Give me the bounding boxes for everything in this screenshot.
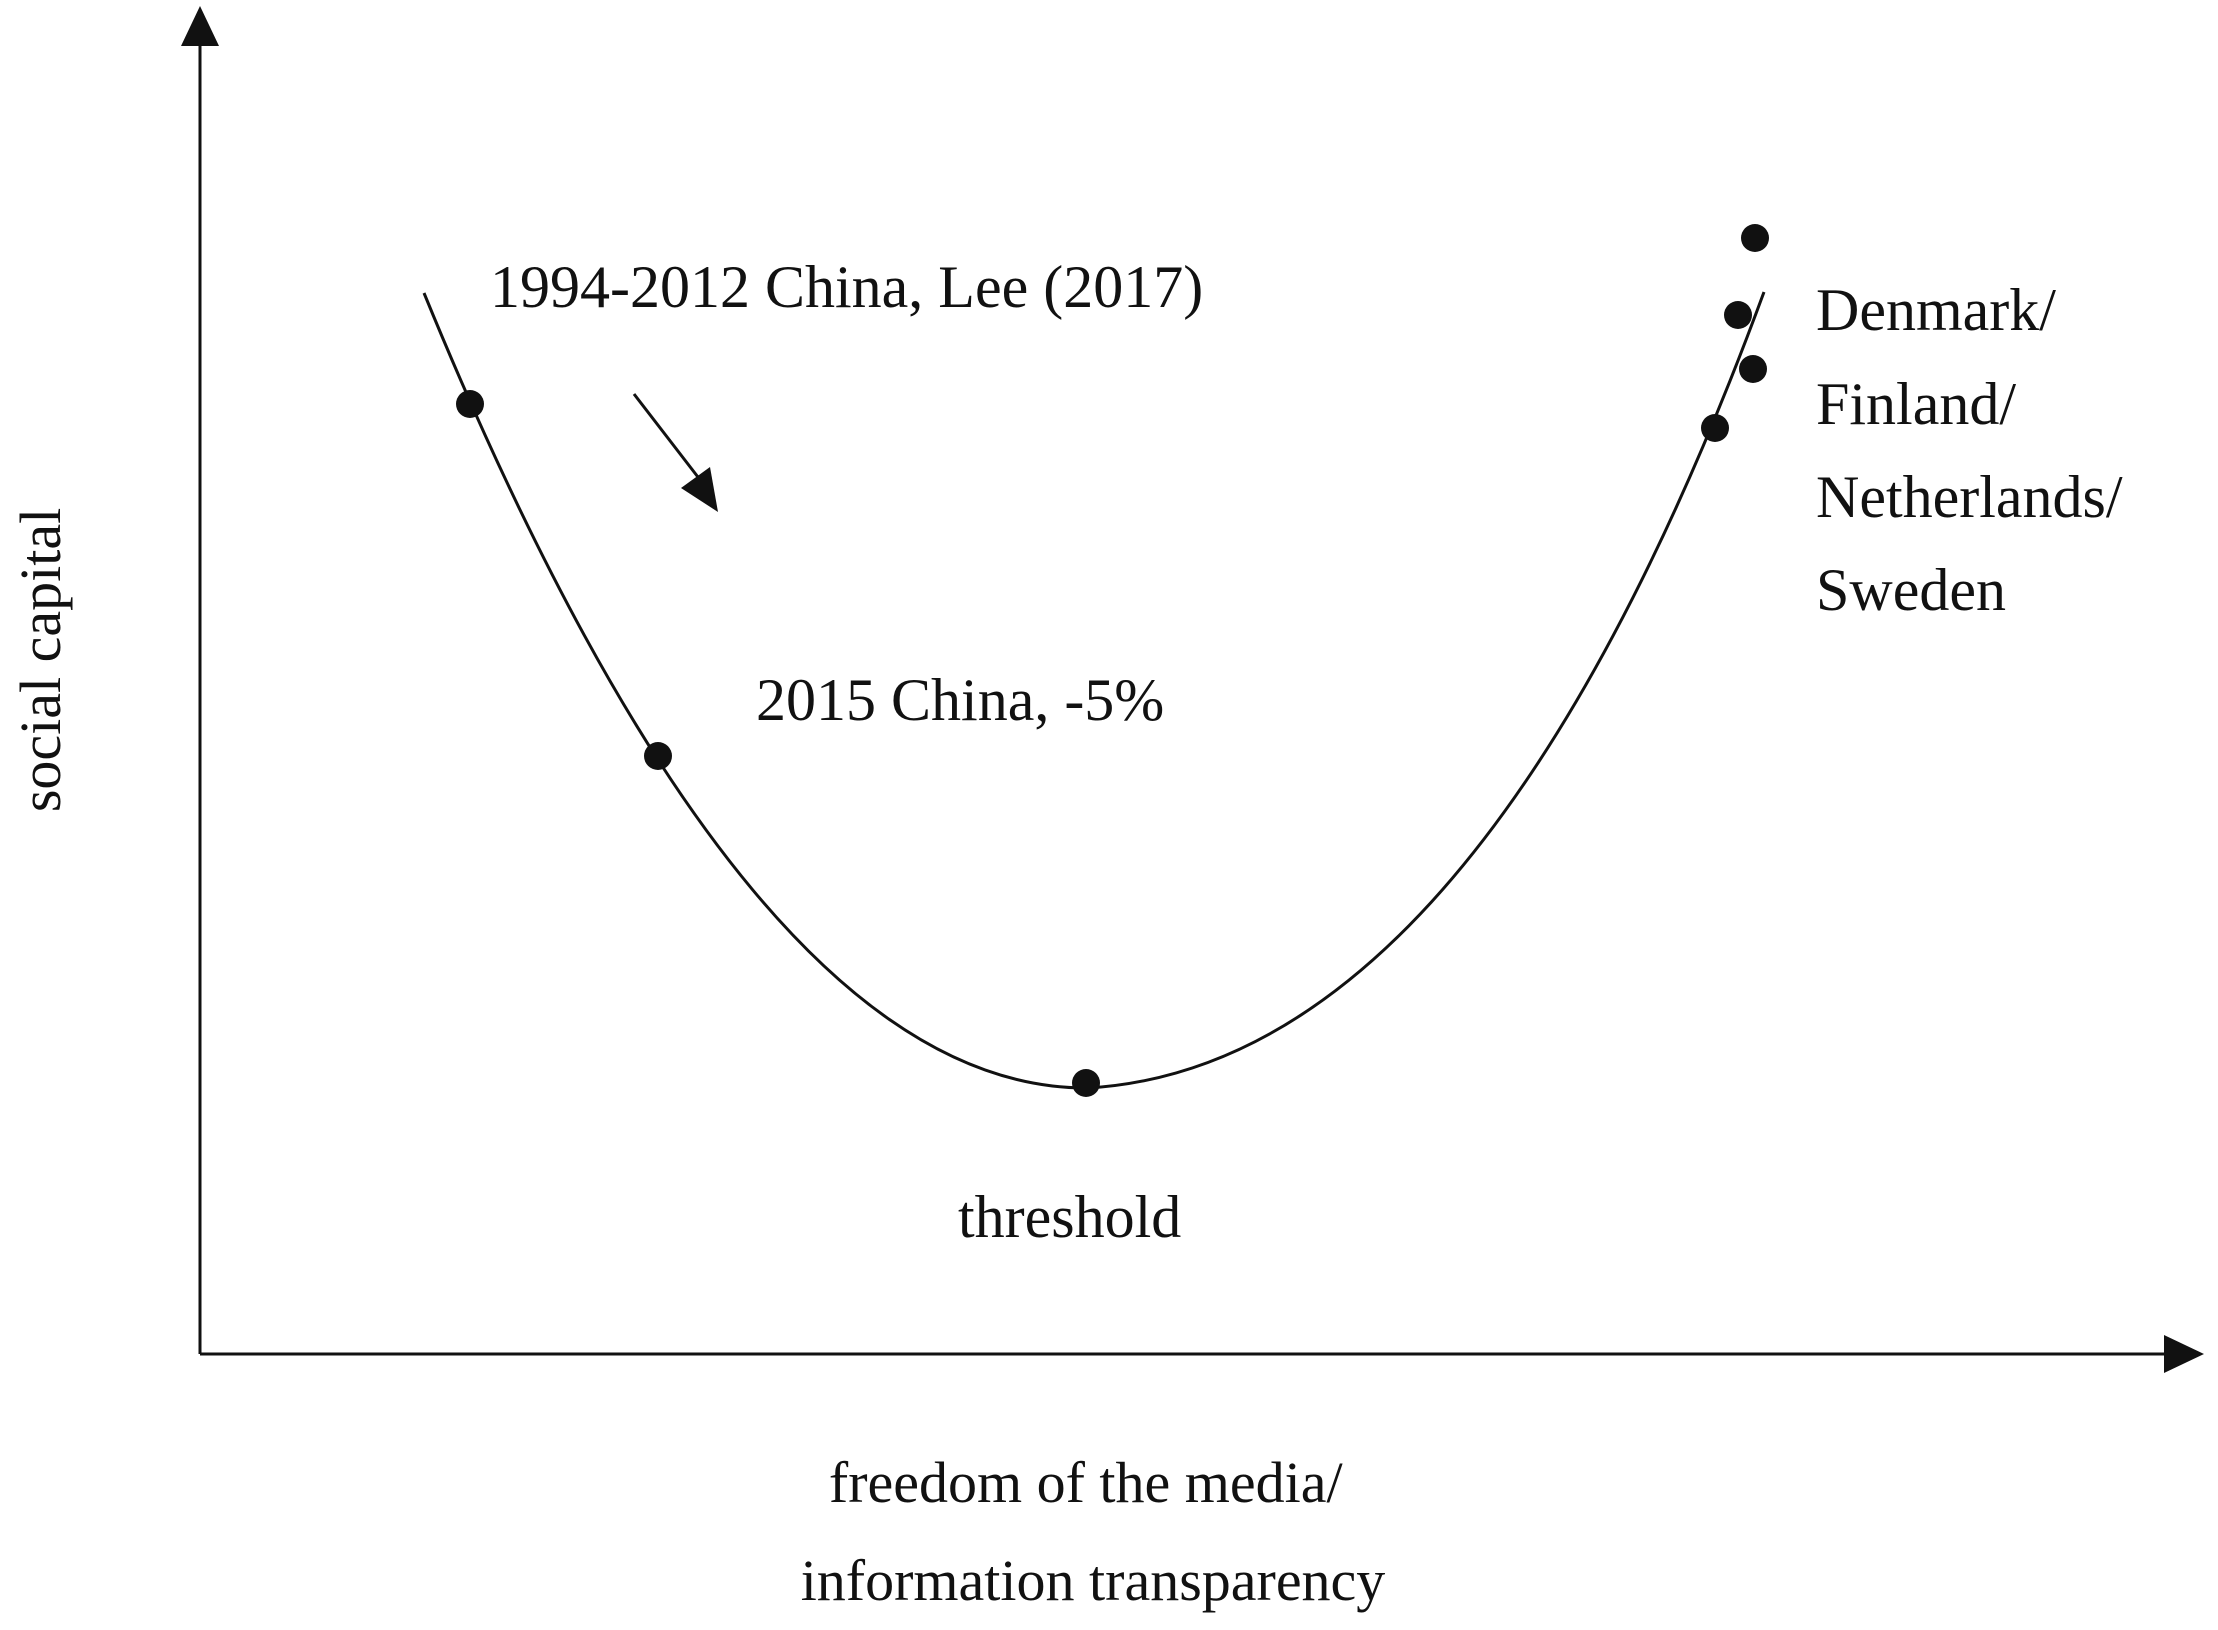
point-china-2015	[644, 742, 672, 770]
annotation-nordic-countries: Denmark/ Finland/ Netherlands/ Sweden	[1816, 277, 2138, 623]
point-nordic-3	[1739, 355, 1767, 383]
annotation-china-1994-2012: 1994-2012 China, Lee (2017)	[490, 254, 1203, 320]
point-nordic-4	[1701, 414, 1729, 442]
y-axis-arrowhead	[181, 6, 219, 46]
nordic-line-4: Sweden	[1816, 557, 2006, 623]
x-axis-label: freedom of the media/ information transp…	[801, 1450, 1386, 1613]
point-china-1994-2012	[456, 390, 484, 418]
x-axis-label-line-2: information transparency	[801, 1548, 1386, 1613]
point-threshold	[1072, 1069, 1100, 1097]
nordic-line-3: Netherlands/	[1816, 464, 2123, 530]
annotation-china-2015: 2015 China, -5%	[756, 667, 1164, 733]
x-axis-label-line-1: freedom of the media/	[829, 1450, 1344, 1515]
point-nordic-2	[1724, 301, 1752, 329]
direction-arrow-head	[681, 467, 718, 512]
nordic-line-2: Finland/	[1816, 371, 2016, 437]
x-axis-arrowhead	[2164, 1335, 2204, 1373]
y-axis-label: social capital	[8, 508, 73, 812]
point-nordic-1	[1741, 224, 1769, 252]
annotation-threshold: threshold	[958, 1184, 1181, 1250]
nordic-line-1: Denmark/	[1816, 277, 2056, 343]
direction-arrow	[632, 393, 703, 482]
